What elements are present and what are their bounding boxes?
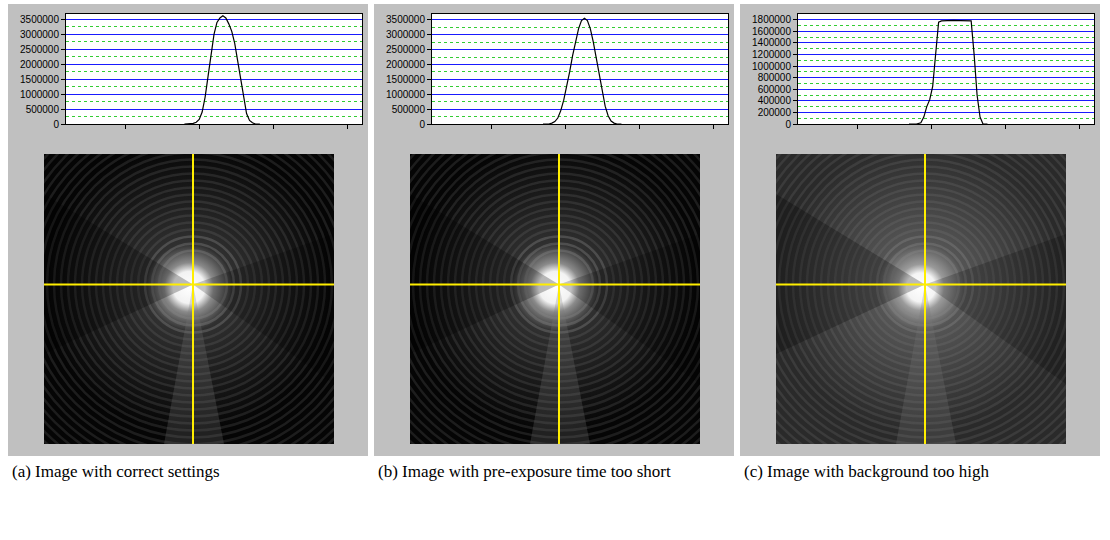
svg-text:500000: 500000 [392,104,426,115]
svg-text:2000000: 2000000 [386,59,425,70]
svg-text:0: 0 [53,119,59,130]
svg-text:1000000: 1000000 [20,89,59,100]
svg-text:600000: 600000 [758,84,792,95]
svg-text:800000: 800000 [758,72,792,83]
html-text:(c) Image with background too: (c) Image with background too high [744,462,989,481]
svg-text:500000: 500000 [26,104,60,115]
svg-text:0: 0 [419,119,425,130]
svg-text:3500000: 3500000 [20,14,59,25]
svg-text:2500000: 2500000 [386,44,425,55]
svg-text:3000000: 3000000 [386,29,425,40]
svg-text:1200000: 1200000 [752,49,791,60]
svg-text:400000: 400000 [758,95,792,106]
svg-text:1400000: 1400000 [752,37,791,48]
svg-text:2000000: 2000000 [20,59,59,70]
svg-text:1600000: 1600000 [752,26,791,37]
svg-text:1000000: 1000000 [386,89,425,100]
svg-text:1800000: 1800000 [752,14,791,25]
svg-text:1500000: 1500000 [386,74,425,85]
svg-text:0: 0 [785,119,791,130]
svg-text:3000000: 3000000 [20,29,59,40]
html-text:(b) Image with pre-exposure ti: (b) Image with pre-exposure time too sho… [378,462,671,481]
html-text:(a) Image with correct setting: (a) Image with correct settings [12,462,220,481]
svg-text:200000: 200000 [758,107,792,118]
svg-text:3500000: 3500000 [386,14,425,25]
svg-text:1500000: 1500000 [20,74,59,85]
svg-text:2500000: 2500000 [20,44,59,55]
svg-text:1000000: 1000000 [752,61,791,72]
